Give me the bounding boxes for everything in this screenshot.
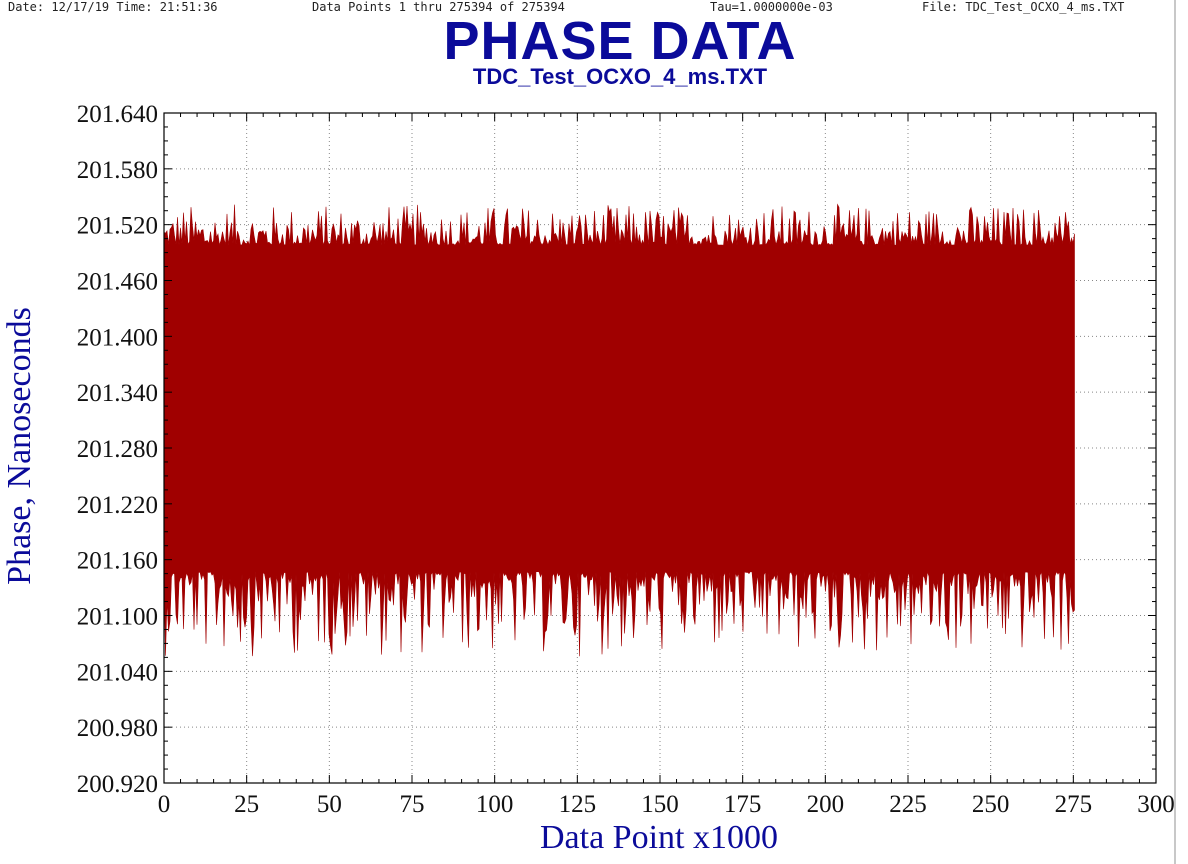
y-tick-label: 201.400 [77,324,158,351]
header-tau: Tau=1.0000000e-03 [710,0,833,14]
y-tick-label: 201.460 [77,269,158,296]
x-tick-label: 75 [400,791,425,818]
chart-subtitle: TDC_Test_OCXO_4_ms.TXT [472,64,768,89]
x-tick-label: 50 [317,791,342,818]
x-tick-label: 100 [476,791,514,818]
y-tick-label: 201.580 [77,157,158,184]
phase-series [163,203,1075,657]
x-tick-label: 275 [1055,791,1093,818]
x-tick-label: 300 [1137,791,1175,818]
y-tick-label: 201.340 [77,380,158,407]
x-axis-title: Data Point x1000 [540,819,778,856]
y-tick-label: 200.920 [77,771,158,798]
window-edge [1174,0,1188,864]
header-file: File: TDC_Test_OCXO_4_ms.TXT [922,0,1125,14]
chart-title: PHASE DATA [443,11,797,71]
y-tick-label: 201.160 [77,548,158,575]
header-date-time: Date: 12/17/19 Time: 21:51:36 [8,0,218,14]
x-axis: 0 25 50 75 100 125 150 175 200 225 250 275 300 [158,113,1175,818]
x-tick-label: 150 [641,791,679,818]
y-tick-label: 201.520 [77,213,158,240]
y-tick-label: 201.640 [77,101,158,128]
y-tick-label: 201.040 [77,659,158,686]
x-tick-label: 125 [559,791,597,818]
x-tick-label: 175 [724,791,762,818]
x-tick-label: 25 [234,791,259,818]
x-tick-label: 225 [889,791,927,818]
x-tick-label: 200 [807,791,845,818]
phase-series-band [163,203,1075,657]
y-axis: 200.920 200.980 201.040 201.100 201.160 201.2… [77,101,1156,798]
y-tick-label: 200.980 [77,715,158,742]
y-tick-label: 201.280 [77,436,158,463]
y-tick-label: 201.220 [77,492,158,519]
x-tick-label: 250 [972,791,1010,818]
header-data-points: Data Points 1 thru 275394 of 275394 [312,0,565,14]
y-axis-title: Phase, Nanoseconds [1,307,38,585]
y-tick-label: 201.100 [77,604,158,631]
x-tick-label: 0 [158,791,171,818]
